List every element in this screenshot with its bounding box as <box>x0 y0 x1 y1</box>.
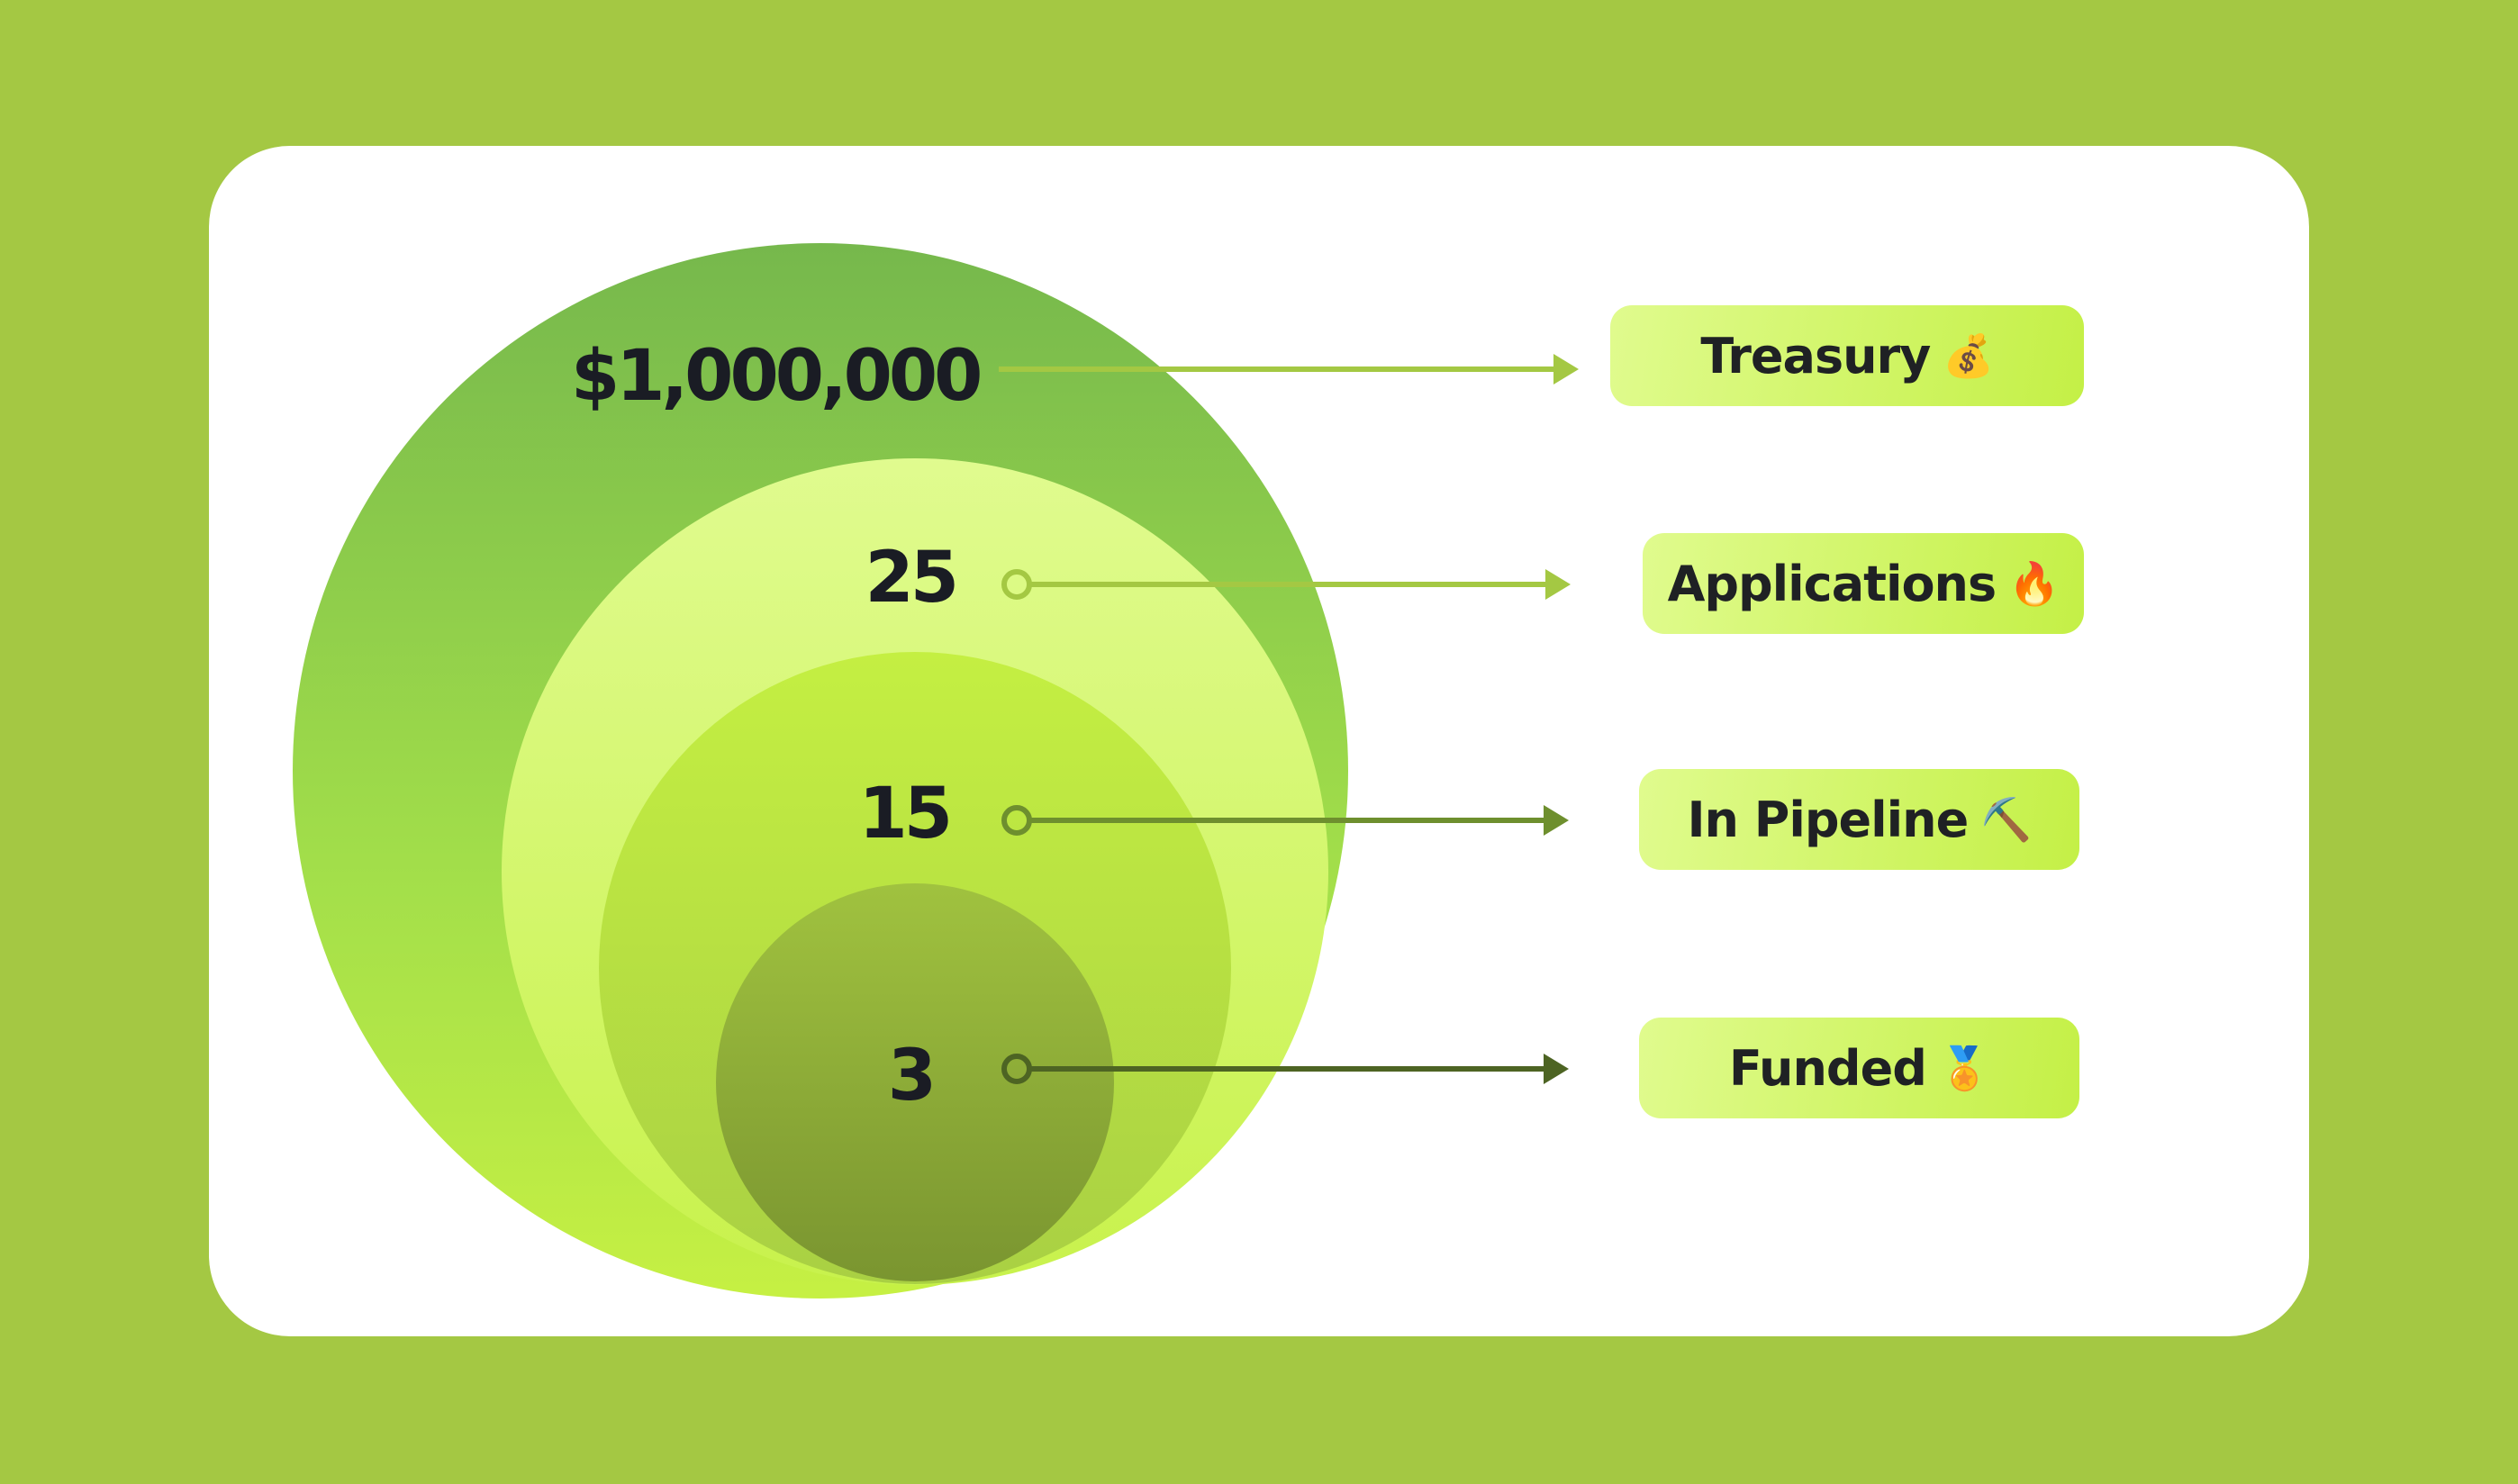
treasury-text: Treasury <box>1700 327 1931 385</box>
applications-text: Applications <box>1667 555 1997 612</box>
treasury-connector <box>999 354 1579 385</box>
applications-label: Applications 🔥 <box>1643 533 2084 634</box>
treasury-label: Treasury 💰 <box>1610 305 2084 406</box>
pipeline-text: In Pipeline <box>1687 791 1969 848</box>
funded-label: Funded 🏅 <box>1639 1018 2079 1118</box>
applications-connector <box>1001 569 1571 600</box>
pickaxe-icon: ⛏️ <box>1980 794 2032 844</box>
funded-text: Funded <box>1728 1039 1927 1097</box>
fire-icon: 🔥 <box>2008 558 2060 608</box>
treasury-value: $1,000,000 <box>571 336 983 417</box>
medal-icon: 🏅 <box>1938 1043 1990 1092</box>
funded-value: 3 <box>887 1036 937 1117</box>
pipeline-connector <box>1001 805 1569 836</box>
money-bag-icon: 💰 <box>1943 330 1994 380</box>
pipeline-label: In Pipeline ⛏️ <box>1639 769 2079 870</box>
pipeline-value: 15 <box>858 774 953 855</box>
applications-value: 25 <box>865 538 959 619</box>
funded-connector <box>1001 1054 1569 1084</box>
funded-circle <box>716 883 1114 1281</box>
